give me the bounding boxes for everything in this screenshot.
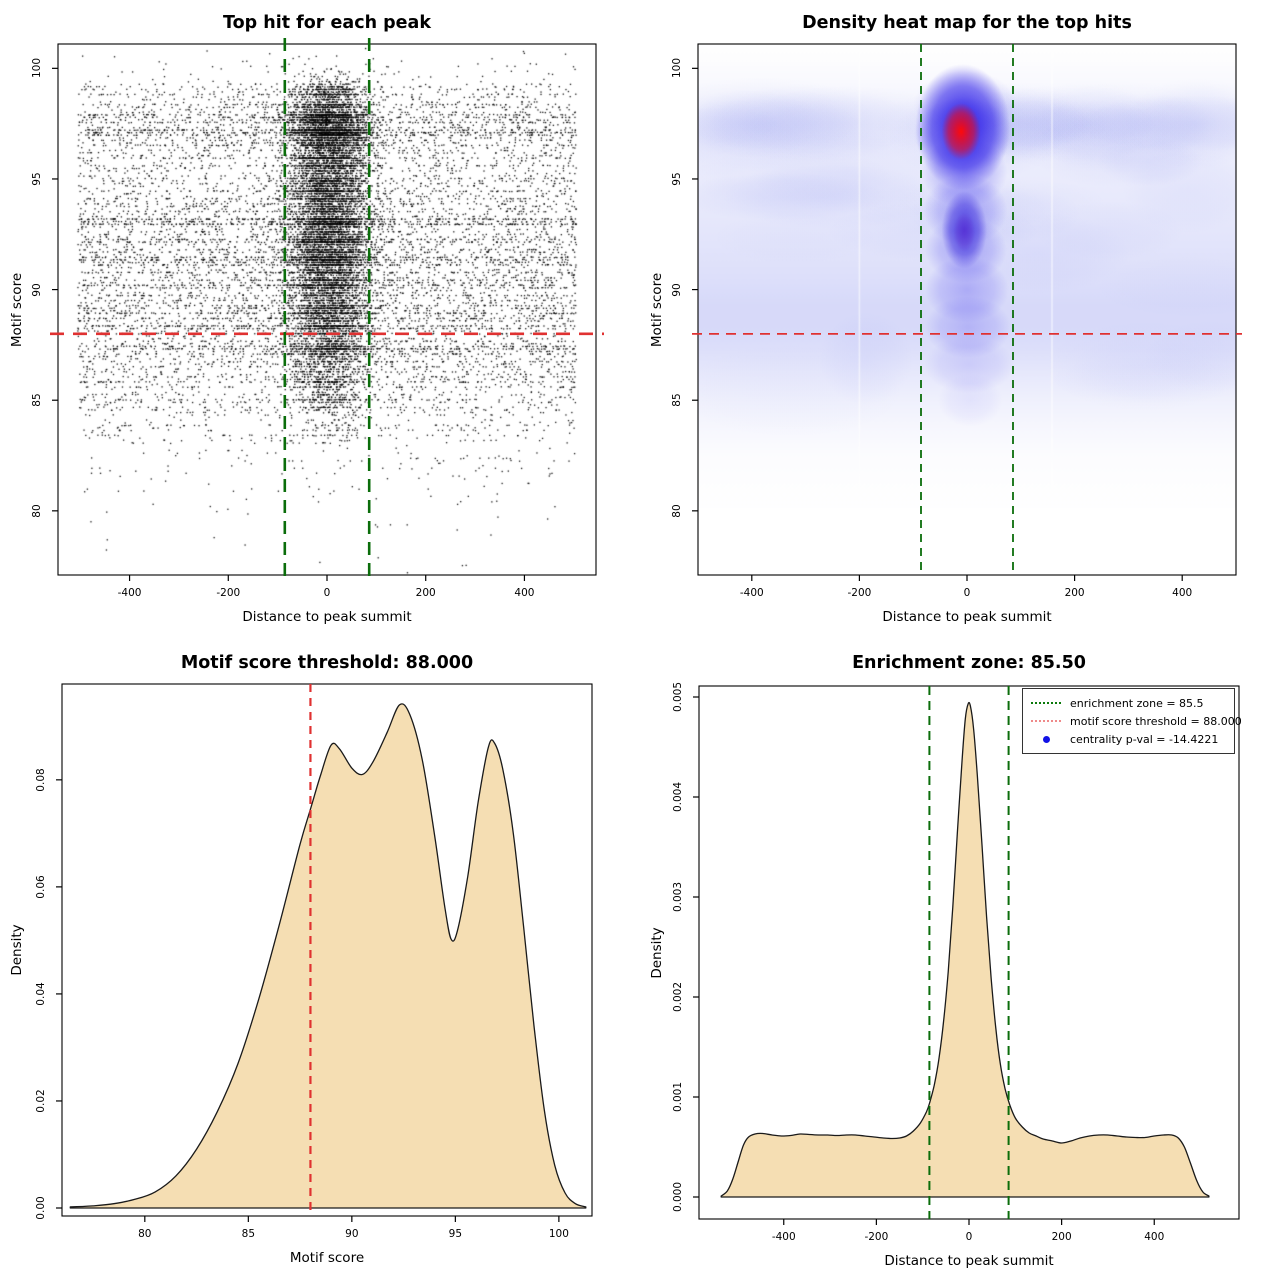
x-tick-label: 95 bbox=[448, 1228, 463, 1240]
density-curve bbox=[69, 703, 587, 1209]
y-tick-label: 0.005 bbox=[672, 681, 684, 713]
x-tick-label: -400 bbox=[117, 587, 142, 599]
y-tick-label: 0.04 bbox=[35, 982, 47, 1006]
legend-item-label: centrality p-val = -14.4221 bbox=[1070, 732, 1219, 746]
panel-top-hit-scatter: Top hit for each peak Distance to peak s… bbox=[0, 0, 640, 640]
x-tick-label: 90 bbox=[345, 1228, 359, 1240]
green-dotted-line-icon bbox=[1031, 702, 1061, 704]
y-tick-label: 85 bbox=[31, 393, 43, 407]
x-tick-label: -400 bbox=[739, 587, 764, 599]
y-tick-label: 0.02 bbox=[35, 1089, 47, 1113]
y-tick-label: 80 bbox=[31, 504, 43, 518]
x-tick-label: 200 bbox=[1051, 1231, 1072, 1243]
x-tick-label: 85 bbox=[241, 1228, 256, 1240]
plot-overlay bbox=[56, 683, 593, 1222]
y-tick-label: 80 bbox=[671, 504, 683, 518]
x-tick-label: 0 bbox=[963, 587, 971, 599]
y-tick-label: 90 bbox=[671, 282, 683, 297]
x-tick-label: 200 bbox=[415, 587, 436, 599]
x-tick-label: 400 bbox=[1144, 1231, 1165, 1243]
panel-motif-score-density: Motif score threshold: 88.000 Motif scor… bbox=[0, 640, 640, 1280]
y-tick-label: 100 bbox=[31, 58, 43, 79]
x-axis-label: Distance to peak summit bbox=[884, 1253, 1054, 1269]
heatmap-canvas bbox=[698, 44, 1236, 575]
panel-distance-density: Enrichment zone: 85.50 Distance to peak … bbox=[640, 640, 1280, 1280]
plot-box bbox=[61, 683, 593, 1217]
x-tick-label: 200 bbox=[1064, 587, 1085, 599]
y-tick-label: 95 bbox=[31, 172, 43, 186]
scatter-canvas bbox=[58, 44, 596, 575]
x-tick-label: 400 bbox=[1172, 587, 1193, 599]
y-axis-label: Density bbox=[9, 924, 25, 976]
legend-item-motif-threshold: motif score threshold = 88.000 bbox=[1023, 712, 1242, 730]
plot-title: Density heat map for the top hits bbox=[802, 13, 1132, 33]
blue-dot-icon bbox=[1031, 735, 1061, 743]
y-tick-label: 0.003 bbox=[672, 881, 684, 913]
y-tick-label: 95 bbox=[671, 172, 683, 186]
x-tick-label: -400 bbox=[771, 1231, 796, 1243]
plot-title: Top hit for each peak bbox=[223, 13, 431, 33]
y-axis-label: Motif score bbox=[649, 272, 665, 347]
y-tick-label: 0.004 bbox=[672, 781, 684, 813]
plot-title: Enrichment zone: 85.50 bbox=[852, 653, 1086, 673]
legend-box: enrichment zone = 85.5 motif score thres… bbox=[1022, 688, 1242, 754]
y-tick-label: 0.00 bbox=[35, 1196, 47, 1220]
x-tick-label: -200 bbox=[847, 587, 872, 599]
x-tick-label: 100 bbox=[548, 1228, 569, 1240]
y-tick-label: 0.000 bbox=[672, 1181, 684, 1213]
y-tick-label: 0.002 bbox=[672, 981, 684, 1013]
red-dotted-line-icon bbox=[1031, 720, 1061, 722]
x-tick-label: 0 bbox=[965, 1231, 973, 1243]
density-curve bbox=[720, 701, 1210, 1198]
y-tick-label: 0.001 bbox=[672, 1081, 684, 1113]
legend-item-centrality-pval: centrality p-val = -14.4221 bbox=[1023, 730, 1234, 748]
x-axis-label: Distance to peak summit bbox=[882, 609, 1052, 625]
x-tick-label: -200 bbox=[216, 587, 241, 599]
x-axis-label: Distance to peak summit bbox=[242, 609, 412, 625]
panel-density-heatmap: Density heat map for the top hits Distan… bbox=[640, 0, 1280, 640]
y-tick-label: 90 bbox=[31, 282, 43, 297]
x-axis-label: Motif score bbox=[289, 1250, 365, 1266]
legend-item-label: enrichment zone = 85.5 bbox=[1070, 696, 1204, 710]
y-tick-label: 85 bbox=[671, 393, 683, 407]
plot-title: Motif score threshold: 88.000 bbox=[180, 653, 474, 673]
x-tick-label: -200 bbox=[864, 1231, 889, 1243]
x-tick-label: 80 bbox=[138, 1228, 152, 1240]
legend-item-label: motif score threshold = 88.000 bbox=[1070, 714, 1242, 728]
plot-box bbox=[698, 685, 1240, 1220]
x-tick-label: 400 bbox=[514, 587, 535, 599]
y-tick-label: 0.06 bbox=[35, 875, 47, 899]
legend-item-enrichment-zone: enrichment zone = 85.5 bbox=[1023, 694, 1234, 712]
y-tick-label: 0.08 bbox=[35, 768, 47, 792]
x-tick-label: 0 bbox=[323, 587, 331, 599]
y-axis-label: Motif score bbox=[9, 272, 25, 347]
y-tick-label: 100 bbox=[671, 58, 683, 79]
y-axis-label: Density bbox=[649, 926, 665, 979]
